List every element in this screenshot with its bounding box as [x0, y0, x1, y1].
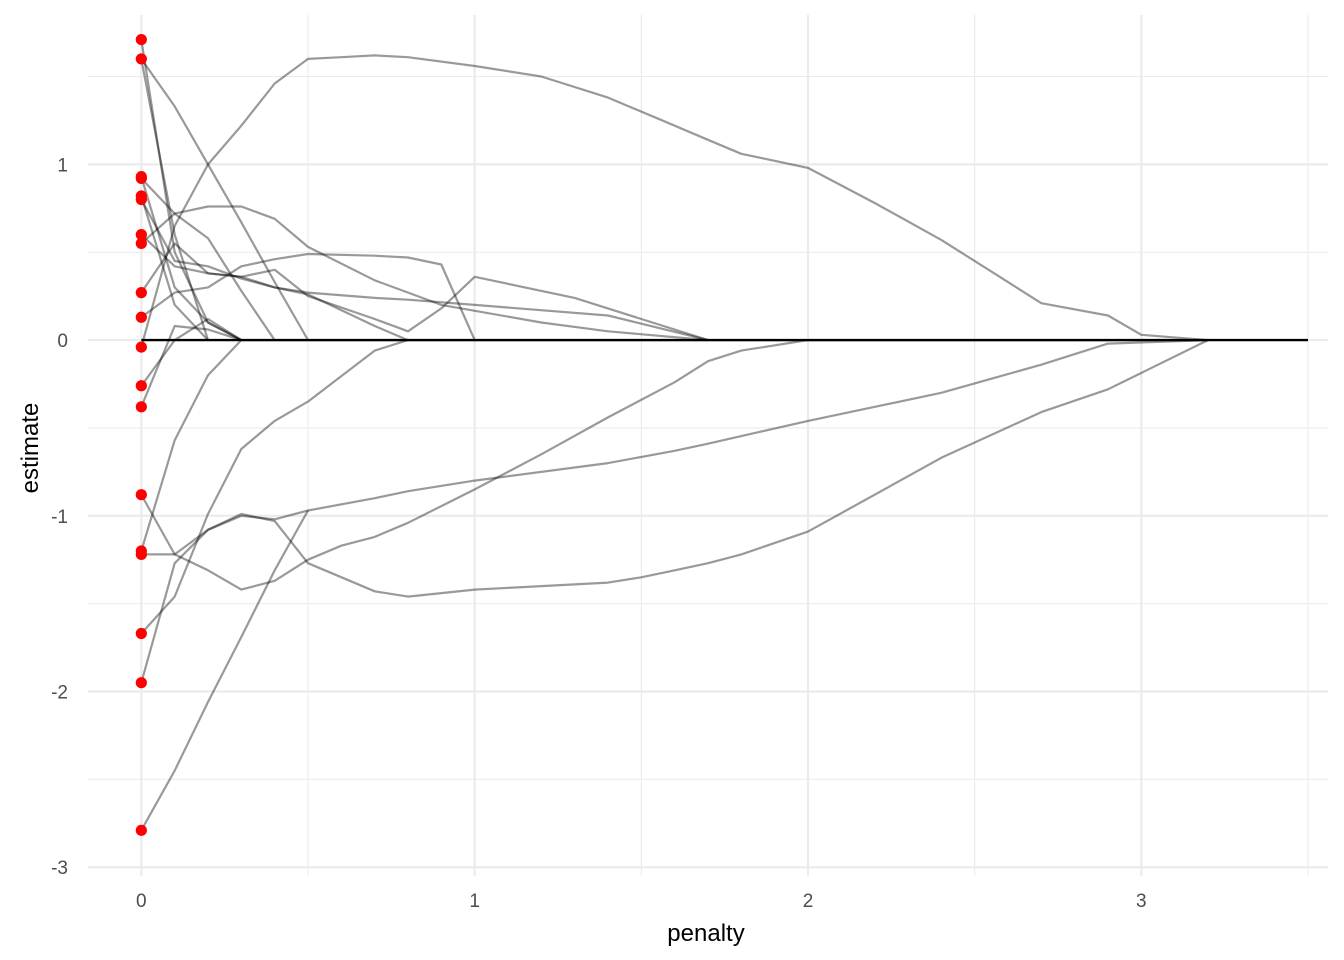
coefficient-path-line	[140, 242, 709, 342]
start-point	[135, 489, 147, 501]
coefficient-path-line	[140, 339, 409, 635]
coefficient-path-line	[140, 317, 242, 387]
start-point	[135, 172, 147, 185]
x-tick-label: 3	[1136, 891, 1147, 912]
y-tick-label: 0	[57, 331, 68, 352]
coefficient-path-line	[140, 339, 1209, 683]
start-point	[135, 229, 147, 241]
start-point	[135, 380, 147, 392]
coefficient-path-line	[140, 176, 242, 342]
y-axis-ticks: -3 -2 -1 0 1	[51, 155, 68, 879]
start-point	[135, 341, 147, 353]
coefficient-path-line	[140, 195, 209, 341]
x-axis-ticks: 0 1 2 3	[136, 891, 1147, 912]
start-point	[135, 824, 147, 836]
coefficient-path-line	[140, 39, 242, 342]
start-point	[135, 401, 147, 413]
y-tick-label: -3	[51, 858, 68, 879]
x-axis-title: penalty	[667, 920, 744, 947]
coefficient-path-line	[140, 54, 1209, 348]
coefficient-paths	[140, 39, 1209, 831]
start-point	[135, 53, 147, 65]
coefficient-path-line	[140, 339, 1108, 591]
start-point	[135, 311, 147, 323]
x-tick-label: 1	[469, 891, 480, 912]
y-tick-label: -2	[51, 683, 68, 704]
minor-gridlines	[88, 15, 1328, 876]
y-tick-label: 1	[57, 155, 68, 176]
x-tick-label: 0	[136, 891, 147, 912]
coefficient-path-line	[140, 339, 1208, 552]
y-tick-label: -1	[51, 507, 68, 528]
coefficient-path-line	[140, 58, 309, 341]
start-point	[135, 677, 147, 689]
coefficient-path-line	[141, 339, 1209, 598]
coefficient-path-line	[140, 177, 276, 341]
start-point	[135, 237, 147, 250]
coefficient-path-line	[140, 324, 242, 408]
y-axis-title: estimate	[17, 403, 44, 494]
start-point	[135, 548, 147, 561]
start-points	[135, 34, 147, 836]
start-point	[135, 34, 147, 46]
coefficient-path-line	[140, 252, 476, 341]
major-gridlines	[88, 15, 1328, 876]
x-tick-label: 2	[803, 891, 814, 912]
coefficient-path-line	[140, 198, 409, 342]
coefficient-path-line	[140, 205, 709, 342]
start-point	[135, 627, 147, 640]
start-point	[135, 287, 147, 299]
coefficient-path-line	[140, 509, 309, 831]
start-point	[135, 193, 147, 206]
coefficient-path-line	[140, 58, 210, 341]
coefficient-path-line	[140, 233, 709, 342]
